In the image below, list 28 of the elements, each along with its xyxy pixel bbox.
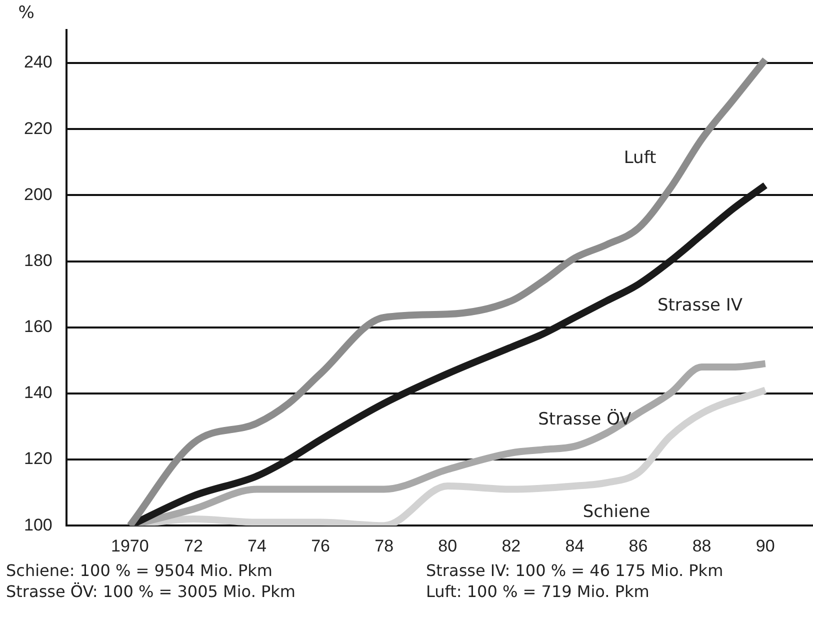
y-tick-label: 200 xyxy=(24,184,52,204)
y-tick-label: 180 xyxy=(24,250,52,270)
x-tick-label: 82 xyxy=(502,536,521,556)
x-tick-label: 88 xyxy=(692,536,712,556)
text: Strasse IV: 100 % = 46 175 Mio. Pkm xyxy=(426,560,724,581)
series-label: Strasse ÖV xyxy=(538,408,632,430)
series-label: Schiene xyxy=(582,502,650,522)
y-tick-label: 220 xyxy=(24,118,52,138)
series-label: Luft xyxy=(624,148,657,168)
text: Schiene: 100 % = 9504 Mio. Pkm xyxy=(6,560,274,581)
y-tick-label: 120 xyxy=(24,449,52,468)
x-tick-label: 1970 xyxy=(110,536,149,556)
text: Luft: 100 % = 719 Mio. Pkm xyxy=(426,581,650,602)
series-label: Strasse IV xyxy=(657,296,743,316)
y-tick-label: 100 xyxy=(24,515,52,534)
x-tick-label: 72 xyxy=(184,536,203,556)
y-tick-label: 240 xyxy=(24,52,52,72)
text: Strasse ÖV: 100 % = 3005 Mio. Pkm xyxy=(6,581,296,602)
x-tick-label: 90 xyxy=(756,536,775,556)
x-tick-label: 86 xyxy=(628,536,648,556)
x-tick-label: 76 xyxy=(311,536,330,556)
y-tick-label: 140 xyxy=(24,383,52,402)
x-tick-label: 80 xyxy=(438,536,458,556)
x-tick-label: 78 xyxy=(374,536,394,556)
y-tick-label: 160 xyxy=(24,317,52,336)
x-tick-label: 84 xyxy=(565,536,584,556)
y-axis-title: % xyxy=(18,2,34,23)
x-tick-label: 74 xyxy=(248,536,266,556)
